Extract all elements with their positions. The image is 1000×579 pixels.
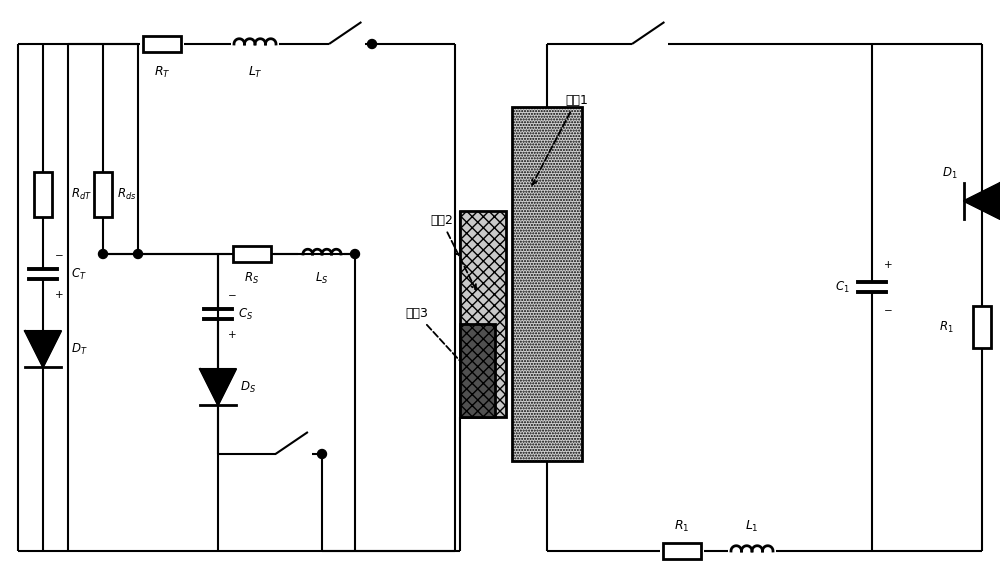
Text: $R_1$: $R_1$ (939, 320, 954, 335)
Text: $D_S$: $D_S$ (240, 379, 256, 394)
Circle shape (368, 39, 376, 49)
Text: $+$: $+$ (883, 259, 893, 270)
Bar (512, 107, 582, 461)
Bar (973, 306, 991, 348)
Text: $L_1$: $L_1$ (745, 518, 759, 534)
Text: $L_S$: $L_S$ (315, 270, 329, 285)
Text: $R_{ds}$: $R_{ds}$ (117, 186, 137, 201)
Text: $D_T$: $D_T$ (71, 342, 88, 357)
Text: $R_T$: $R_T$ (154, 64, 170, 79)
Circle shape (351, 250, 360, 258)
Polygon shape (964, 183, 1000, 219)
Text: $L_T$: $L_T$ (248, 64, 262, 79)
Text: $C_T$: $C_T$ (71, 266, 87, 281)
Text: $R_{dT}$: $R_{dT}$ (71, 186, 92, 201)
Circle shape (134, 250, 143, 258)
Text: $C_S$: $C_S$ (238, 306, 253, 321)
Text: 线圈2: 线圈2 (430, 214, 476, 290)
Polygon shape (200, 369, 236, 405)
Text: $-$: $-$ (883, 304, 893, 314)
Polygon shape (25, 331, 61, 367)
Bar (143, 36, 181, 52)
Bar (460, 324, 495, 417)
Text: $-$: $-$ (227, 289, 237, 299)
Bar (94, 171, 112, 217)
Bar (663, 543, 701, 559)
Text: 线圈3: 线圈3 (405, 307, 469, 371)
Text: $R_1$: $R_1$ (674, 518, 690, 534)
Bar (233, 246, 271, 262)
Circle shape (318, 449, 326, 459)
Text: $D_1$: $D_1$ (942, 166, 958, 181)
Text: 线圈1: 线圈1 (532, 94, 588, 185)
Circle shape (98, 250, 108, 258)
Text: $R_S$: $R_S$ (244, 270, 260, 285)
Text: $C_1$: $C_1$ (835, 280, 850, 295)
Bar (460, 211, 506, 417)
Text: $+$: $+$ (54, 288, 64, 299)
Text: $-$: $-$ (54, 249, 64, 259)
Bar (34, 171, 52, 217)
Text: $+$: $+$ (227, 328, 237, 339)
